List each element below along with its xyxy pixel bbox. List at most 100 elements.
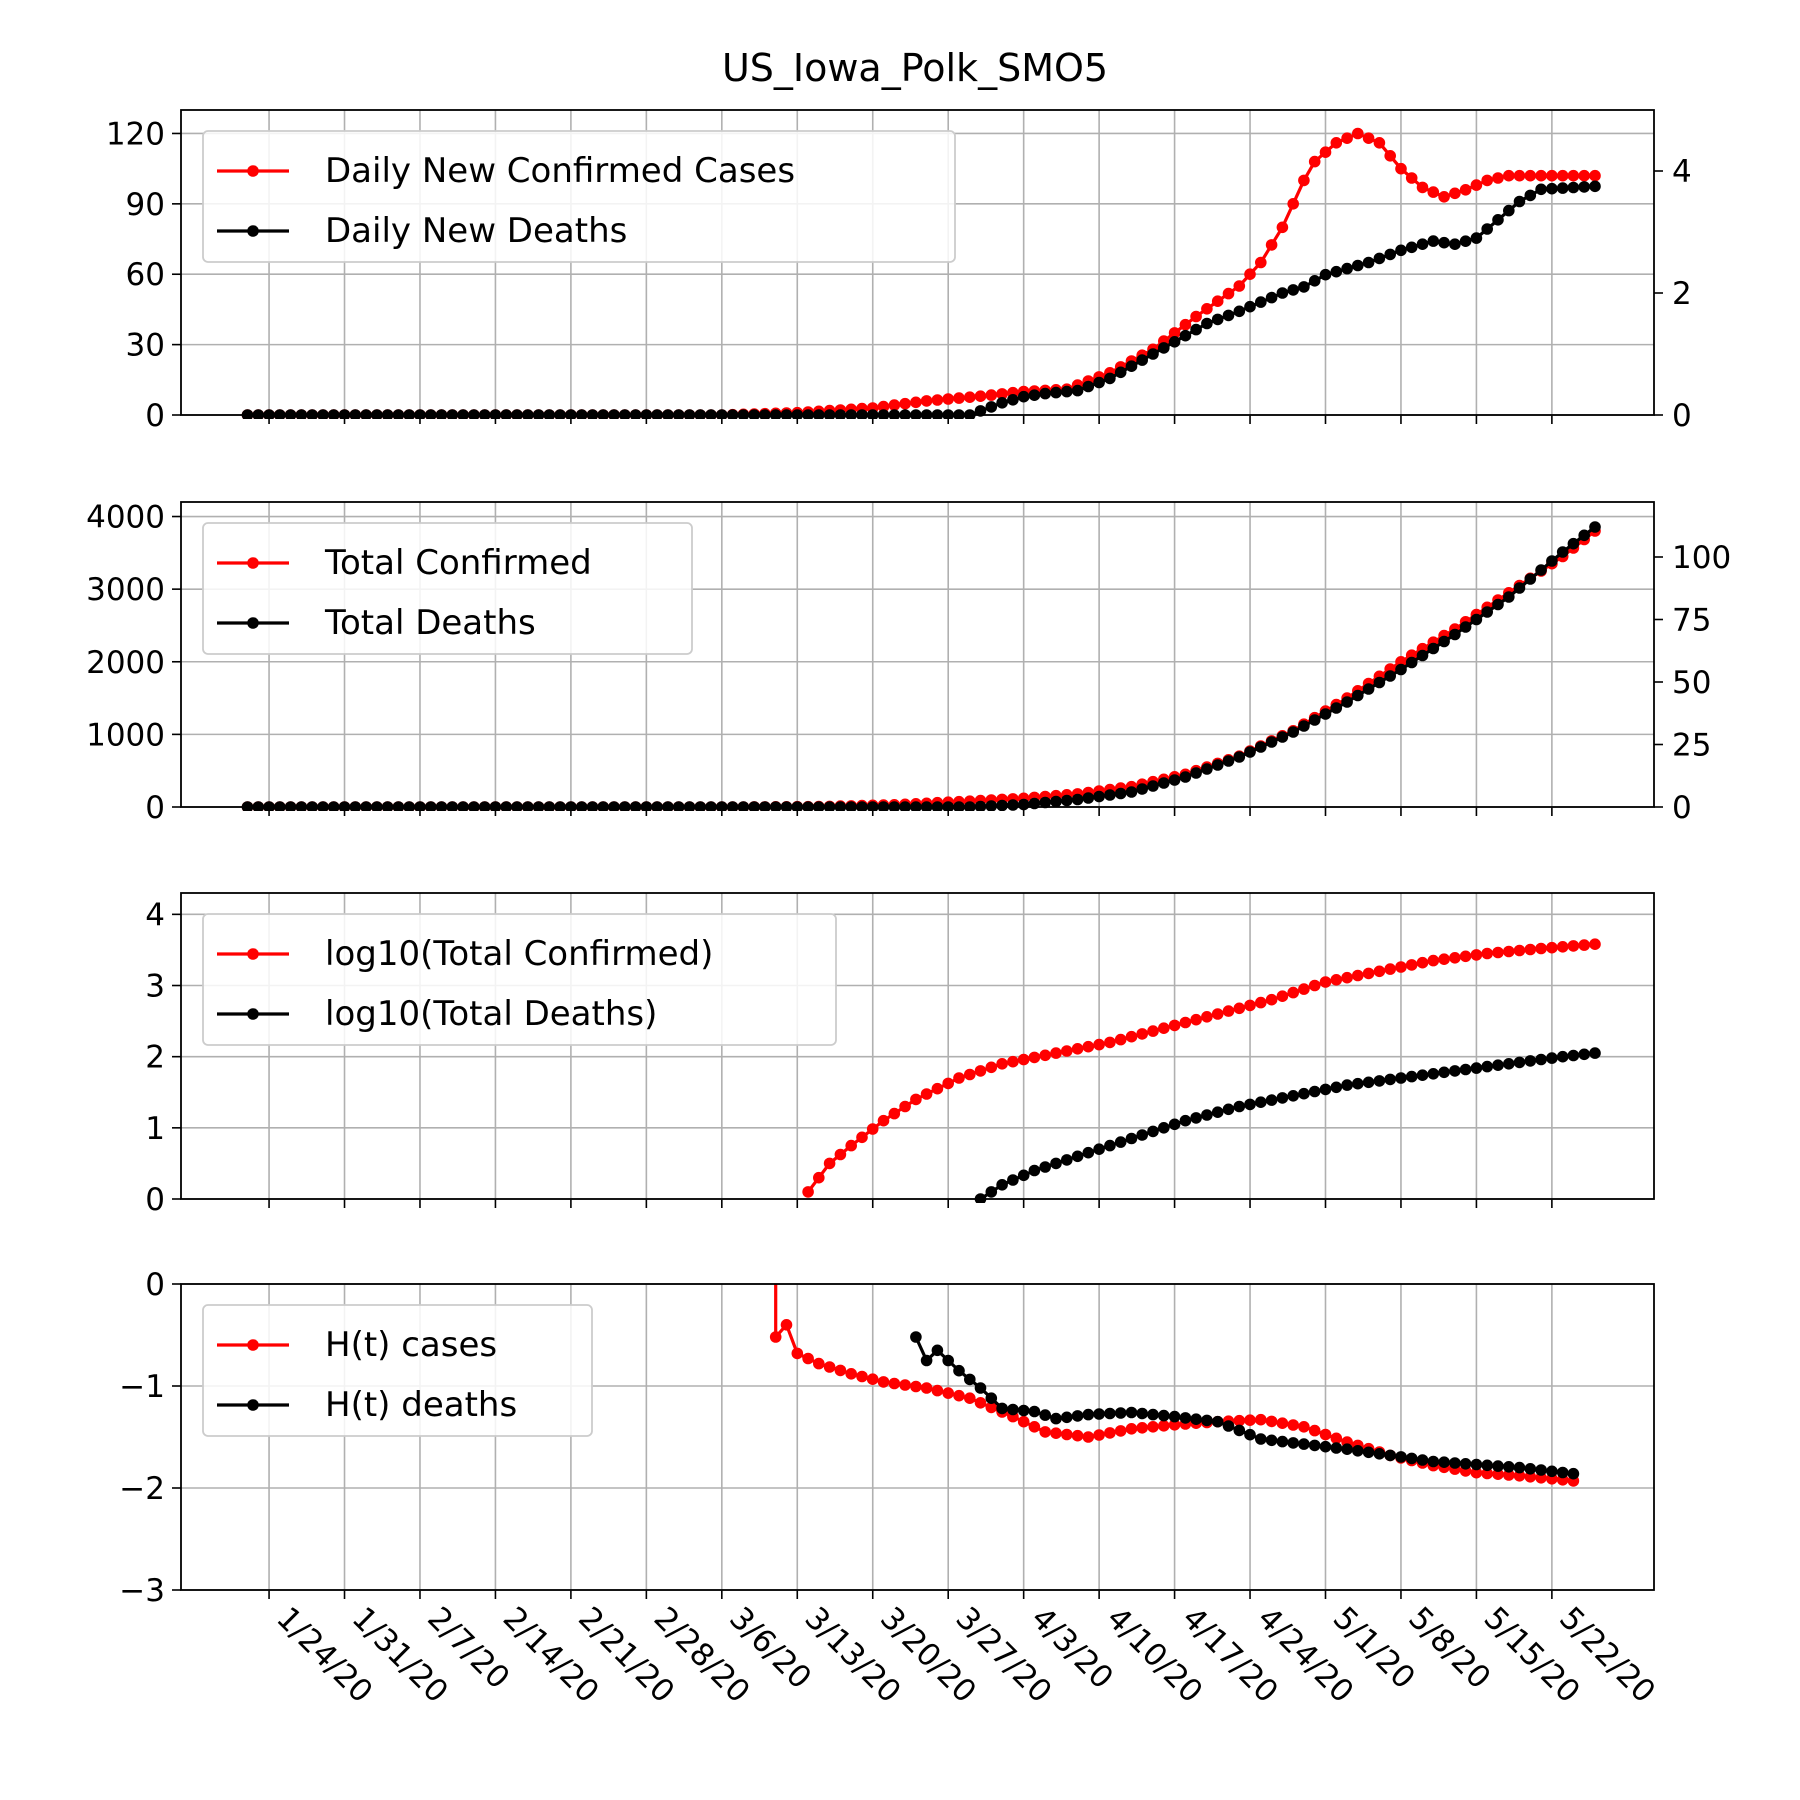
data-point — [1244, 300, 1256, 313]
data-point — [1255, 1433, 1267, 1445]
data-point — [1578, 939, 1590, 951]
data-point — [1373, 252, 1386, 265]
data-point — [1330, 702, 1343, 714]
data-point — [1578, 181, 1590, 193]
y-tick-label: 0 — [145, 1267, 165, 1303]
y2-tick-label: 2 — [1672, 276, 1692, 312]
data-point — [920, 1354, 933, 1367]
data-point — [1276, 731, 1289, 743]
data-point — [1546, 1465, 1558, 1478]
data-point — [1362, 683, 1375, 695]
data-point — [1201, 317, 1213, 330]
legend-label: Daily New Confirmed Cases — [325, 151, 795, 191]
data-point — [1589, 180, 1601, 193]
y-tick-label: 4000 — [86, 500, 165, 536]
data-point — [1384, 670, 1396, 682]
data-point — [910, 1380, 922, 1393]
data-point — [1082, 1408, 1095, 1421]
data-point — [1039, 796, 1051, 809]
data-point — [888, 399, 901, 411]
data-point — [1017, 1169, 1030, 1182]
data-point — [1039, 1409, 1051, 1421]
data-point — [1125, 1030, 1138, 1043]
data-point — [1136, 1407, 1148, 1420]
data-point — [1017, 1404, 1030, 1417]
data-point — [1114, 1425, 1127, 1437]
data-point — [1233, 1414, 1246, 1427]
data-point — [1438, 953, 1450, 965]
data-point — [985, 1061, 998, 1074]
data-point — [1308, 1424, 1321, 1437]
data-point — [1265, 1094, 1278, 1106]
legend-label: H(t) deaths — [325, 1385, 517, 1425]
data-point — [1222, 1005, 1235, 1017]
data-point — [1395, 663, 1407, 676]
y2-tick-label: 4 — [1672, 154, 1692, 190]
data-point — [1341, 971, 1353, 984]
data-point — [953, 1389, 965, 1402]
data-point — [1589, 938, 1601, 950]
y-tick-label: 1000 — [86, 717, 165, 753]
data-point — [1524, 1471, 1537, 1483]
data-point — [1481, 223, 1493, 235]
data-point — [1222, 309, 1235, 322]
data-point — [953, 1072, 965, 1084]
data-point — [1449, 1457, 1461, 1469]
y-tick-label: 0 — [145, 790, 165, 826]
data-point — [1438, 236, 1450, 249]
data-point — [1158, 777, 1170, 789]
legend-label: Total Confirmed — [324, 543, 592, 583]
data-point — [1341, 262, 1353, 275]
data-point — [1039, 1161, 1051, 1173]
data-point — [1416, 956, 1429, 969]
data-point — [899, 1100, 911, 1113]
data-point — [1082, 1431, 1095, 1443]
data-point — [1082, 1146, 1095, 1159]
data-point — [834, 1148, 847, 1161]
data-point — [1050, 1157, 1062, 1170]
data-point — [1567, 181, 1580, 194]
data-point — [1352, 969, 1364, 982]
data-point — [1147, 1125, 1159, 1138]
legend-marker — [247, 557, 259, 569]
data-point — [1136, 1129, 1148, 1141]
data-point — [823, 1157, 836, 1170]
data-point — [769, 1331, 782, 1343]
data-point — [1481, 1467, 1493, 1480]
data-point — [964, 1373, 976, 1386]
data-point — [1179, 1114, 1192, 1127]
data-point — [985, 389, 998, 401]
data-point — [866, 1123, 879, 1135]
data-point — [1556, 169, 1569, 182]
data-point — [1222, 1103, 1235, 1116]
data-point — [1427, 235, 1440, 247]
y-tick-label: 2000 — [86, 645, 165, 681]
data-point — [1470, 1466, 1483, 1479]
axes-frame — [180, 501, 1655, 808]
data-point — [1244, 1414, 1256, 1426]
data-point — [1352, 689, 1364, 702]
legend-label: H(t) cases — [325, 1325, 497, 1365]
data-point — [1190, 767, 1202, 779]
axes-frame — [180, 892, 1655, 1200]
data-point — [1255, 1413, 1267, 1426]
data-point — [1255, 296, 1267, 308]
data-point — [1556, 546, 1569, 558]
data-point — [802, 1186, 814, 1198]
data-point — [1136, 783, 1148, 795]
data-point — [1405, 1070, 1418, 1083]
data-point — [1341, 696, 1353, 708]
data-point — [1061, 1045, 1073, 1057]
data-point — [1071, 1150, 1084, 1163]
data-point — [1535, 1464, 1547, 1476]
data-point — [942, 1387, 954, 1399]
data-point — [1017, 798, 1030, 811]
data-point — [1546, 941, 1558, 954]
data-point — [996, 397, 1008, 409]
data-point — [1352, 1077, 1364, 1090]
legend-box — [202, 522, 693, 655]
data-point — [1104, 1036, 1116, 1049]
data-point — [1470, 613, 1483, 626]
data-point — [1449, 628, 1461, 641]
